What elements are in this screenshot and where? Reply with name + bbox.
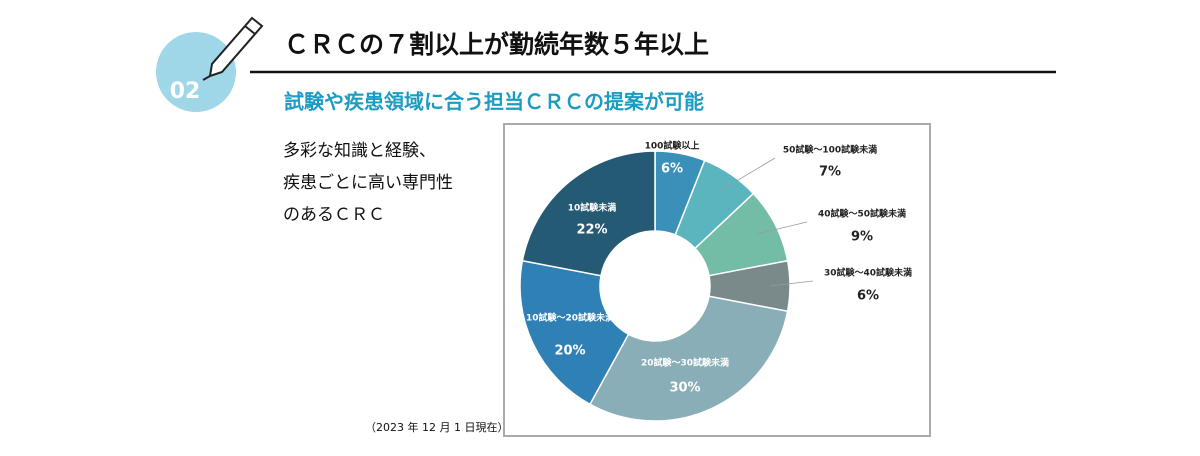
value-label: 6% [661,162,683,177]
chart: 100試験以上 6% 50試験～100試験未満 7% 40試験～50試験未満 9% 30試験… [519,140,912,422]
value-label: 22% [576,223,607,238]
body-line: のあるＣＲＣ [283,205,385,225]
category-label: 10試験未満 [568,202,617,214]
slice [521,150,656,277]
category-label: 40試験～50試験未満 [818,208,906,220]
value-label: 30% [669,381,700,396]
category-label: 100試験以上 [645,140,700,152]
value-label: 7% [819,165,841,180]
subtitle: 試験や疾患領域に合う担当ＣＲＣの提案が可能 [284,90,704,114]
slice [519,259,630,406]
value-label: 20% [554,344,585,359]
category-label: 20試験～30試験未満 [641,357,729,369]
leader-line [769,280,814,287]
category-label: 10試験～20試験未満 [526,312,614,324]
pen-icon [202,16,264,81]
category-label: 50試験～100試験未満 [783,144,877,156]
leader-line [719,157,776,192]
value-label: 9% [851,230,873,245]
leader-line [757,221,808,235]
title: ＣＲＣの７割以上が勤続年数５年以上 [284,30,709,59]
body-line: 多彩な知識と経験、 [283,141,436,161]
badge-number: 02 [170,79,201,104]
value-label: 6% [857,289,879,304]
body-line: 疾患ごとに高い専門性 [283,173,453,193]
slice [588,295,789,422]
note: （2023 年 12 月 1 日現在） [365,420,508,434]
category-label: 30試験～40試験未満 [824,267,912,279]
badge-circle [156,32,236,112]
